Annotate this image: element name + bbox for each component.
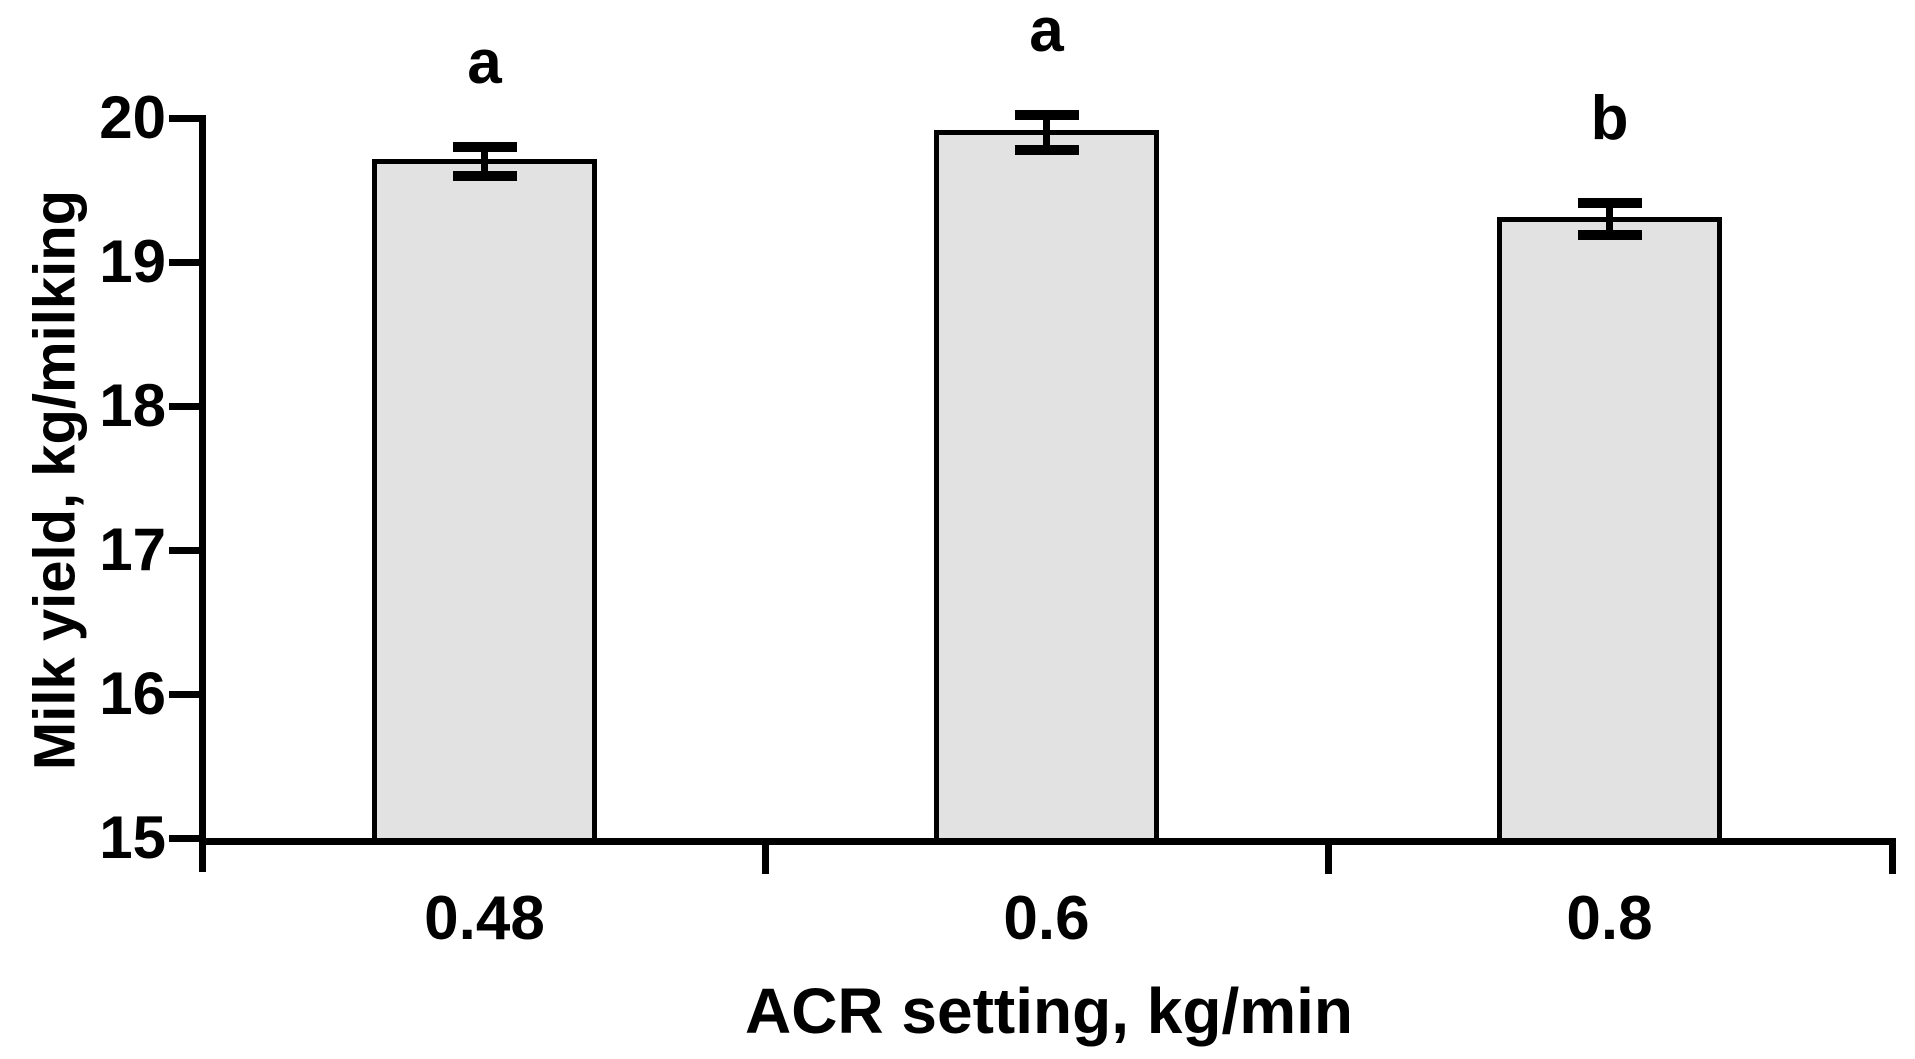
y-tick: [168, 402, 199, 410]
x-category-label: 0.48: [424, 884, 545, 953]
bar-0.6: [934, 130, 1159, 845]
error-bar-cap-top: [452, 141, 517, 152]
error-bar-cap-bottom: [1577, 229, 1642, 240]
error-bar-whisker: [481, 146, 488, 176]
y-axis-line: [198, 114, 206, 872]
y-tick: [168, 834, 199, 842]
x-axis-title: ACR setting, kg/min: [744, 975, 1354, 1047]
y-tick-label: 16: [99, 660, 166, 727]
x-axis-line: [198, 838, 1896, 845]
significance-letter: a: [467, 27, 502, 97]
significance-letter: b: [1590, 83, 1629, 153]
y-tick-label: 18: [99, 372, 166, 439]
x-boundary-tick: [1324, 845, 1332, 874]
y-tick: [168, 690, 199, 698]
x-axis-end-tick: [1889, 838, 1896, 874]
bar-0.48: [372, 159, 597, 845]
error-bar-cap-top: [1014, 110, 1079, 121]
x-category-label: 0.6: [1003, 884, 1090, 953]
y-tick-label: 17: [99, 516, 166, 583]
error-bar-whisker: [1606, 202, 1613, 235]
error-bar-whisker: [1043, 115, 1050, 150]
x-category-label: 0.8: [1566, 884, 1653, 953]
error-bar-cap-bottom: [1014, 144, 1079, 155]
bar-0.8: [1497, 216, 1722, 845]
y-tick: [168, 546, 199, 554]
y-tick: [168, 114, 199, 122]
y-tick-label: 19: [99, 228, 166, 295]
y-tick-label: 15: [99, 804, 166, 871]
y-tick: [168, 258, 199, 266]
significance-letter: a: [1029, 0, 1064, 66]
x-boundary-tick: [762, 845, 769, 874]
y-tick-label: 20: [99, 84, 166, 151]
error-bar-cap-top: [1577, 197, 1642, 208]
error-bar-cap-bottom: [452, 170, 517, 181]
